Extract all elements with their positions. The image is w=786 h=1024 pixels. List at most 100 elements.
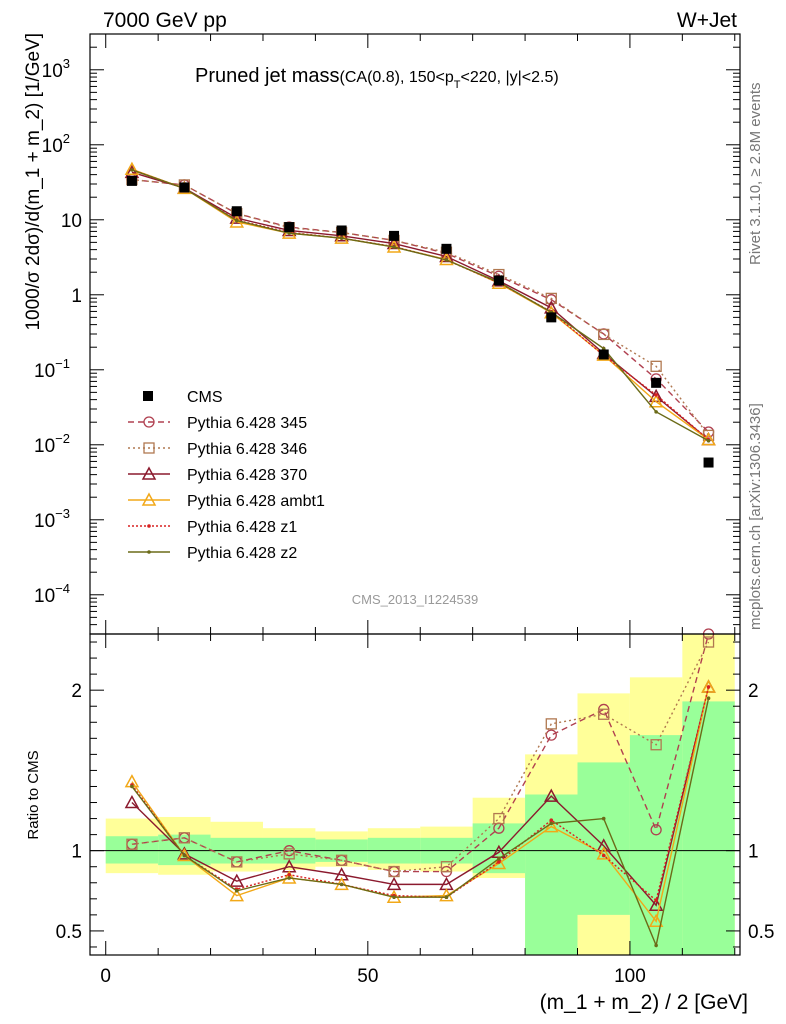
series-point-1	[650, 360, 662, 372]
series-point-5	[601, 346, 606, 351]
series-point-3	[648, 394, 664, 408]
ratio-point-3	[648, 913, 664, 928]
series-point-1	[598, 328, 610, 341]
y-tick-label: 10	[61, 211, 82, 232]
series-line-ratio-4	[131, 686, 710, 902]
y-tick-label: 10−2	[34, 431, 70, 457]
ratio-y-axis-label: Ratio to CMS	[25, 750, 42, 839]
legend-marker	[143, 391, 153, 401]
watermark: CMS_2013_I1224539	[352, 592, 479, 607]
ratio-point-4	[706, 685, 711, 689]
side-rivet: Rivet 3.1.10, ≥ 2.8M events	[747, 83, 764, 266]
series-point-5	[392, 245, 396, 249]
series-point-5	[287, 231, 291, 235]
ratio-tick-label: 0.5	[56, 922, 82, 943]
chart-title-sub-t: T	[454, 79, 461, 91]
ratio-point-5	[392, 895, 396, 900]
x-tick-label: 50	[357, 966, 378, 987]
data-point	[179, 182, 190, 193]
uncertainty-bands	[90, 634, 740, 955]
data-point	[441, 243, 452, 254]
y-tick-label: 10−4	[34, 581, 70, 607]
ratio-point-0	[545, 729, 557, 741]
series-line-ratio-2	[131, 686, 710, 907]
ratio-point-2	[544, 788, 559, 802]
legend-label: Pythia 6.428 z2	[187, 545, 297, 562]
series-point-5	[444, 258, 449, 262]
ratio-tick-label-right: 1	[748, 842, 759, 863]
series-point-5	[339, 236, 344, 240]
ratio-point-1	[598, 708, 610, 720]
ratio-point-4	[287, 872, 291, 877]
series-point-4	[654, 393, 658, 397]
chart-title-sub-rest: <220, |y|<2.5)	[461, 69, 559, 86]
ratio-point-1	[335, 854, 348, 866]
y-tick-label: 103	[42, 56, 70, 82]
header-left: 7000 GeV pp	[103, 9, 227, 32]
y-tick-label: 1	[71, 286, 82, 307]
chart-title: Pruned jet mass(CA(0.8), 150<pT<220, |y|…	[195, 65, 559, 91]
ratio-point-5	[497, 856, 501, 861]
ratio-point-4	[601, 853, 606, 858]
data-point	[389, 230, 400, 241]
legend-marker	[143, 442, 155, 454]
legend-marker	[147, 524, 151, 528]
series-point-5	[706, 438, 711, 443]
ratio-point-4	[549, 818, 554, 822]
ratio-point-4	[497, 860, 501, 864]
y-axis-label: 1000/σ 2dσ)/d(m_1 + m_2) [1/GeV]	[23, 33, 44, 331]
data-point	[336, 225, 347, 236]
legend-marker	[141, 466, 157, 480]
series-point-5	[234, 218, 239, 223]
ratio-point-4	[654, 898, 658, 903]
ratio-point-3	[229, 888, 245, 902]
data-point	[493, 275, 504, 286]
y-tick-label: 102	[42, 131, 70, 157]
side-mcplots: mcplots.cern.ch [arXiv:1306.3436]	[747, 403, 764, 630]
chart-title-sub: (CA(0.8), 150<p	[340, 69, 454, 86]
band-green	[682, 701, 735, 955]
data-point	[126, 175, 137, 186]
legend-marker	[141, 492, 157, 506]
ratio-point-5	[234, 889, 239, 893]
legend-label: Pythia 6.428 346	[187, 441, 307, 458]
data-point	[651, 377, 662, 388]
data-point	[231, 206, 242, 217]
ratio-point-1	[545, 718, 557, 730]
ratio-point-2	[596, 838, 611, 852]
ratio-point-5	[549, 821, 554, 826]
series-point-5	[130, 168, 134, 172]
ratio-point-5	[130, 784, 134, 789]
ratio-point-1	[702, 636, 715, 648]
ratio-point-1	[388, 865, 400, 878]
ratio-point-5	[654, 943, 658, 948]
ratio-point-2	[124, 794, 140, 809]
ratio-point-5	[287, 876, 291, 880]
ratio-point-5	[706, 696, 711, 700]
series-point-1	[545, 292, 557, 305]
header-right: W+Jet	[677, 9, 737, 32]
legend-label: Pythia 6.428 ambt1	[187, 493, 325, 510]
series-line-ratio-1	[131, 641, 710, 873]
legend-marker	[147, 550, 151, 554]
chart-title-main: Pruned jet mass	[195, 65, 340, 87]
legend: CMS Pythia 6.428 345 Pythia 6.428 346 Pythi…	[128, 389, 325, 562]
ratio-point-5	[339, 882, 344, 887]
ratio-point-2	[229, 873, 245, 887]
x-axis-label: (m_1 + m_2) / 2 [GeV]	[540, 991, 748, 1014]
ratio-point-2	[177, 846, 192, 860]
ratio-point-1	[126, 838, 138, 850]
ratio-point-5	[444, 895, 449, 900]
ratio-point-1	[231, 856, 243, 868]
ratio-point-1	[650, 739, 662, 751]
series-point-3	[124, 161, 140, 175]
legend-marker	[143, 416, 155, 428]
series-line-ratio-5	[131, 698, 710, 948]
ratio-point-3	[281, 870, 297, 884]
ratio-frame	[89, 633, 741, 956]
ratio-point-0	[650, 824, 662, 836]
x-tick-label: 0	[100, 966, 111, 987]
ratio-tick-label-right: 0.5	[748, 922, 774, 943]
series-point-5	[654, 410, 658, 414]
